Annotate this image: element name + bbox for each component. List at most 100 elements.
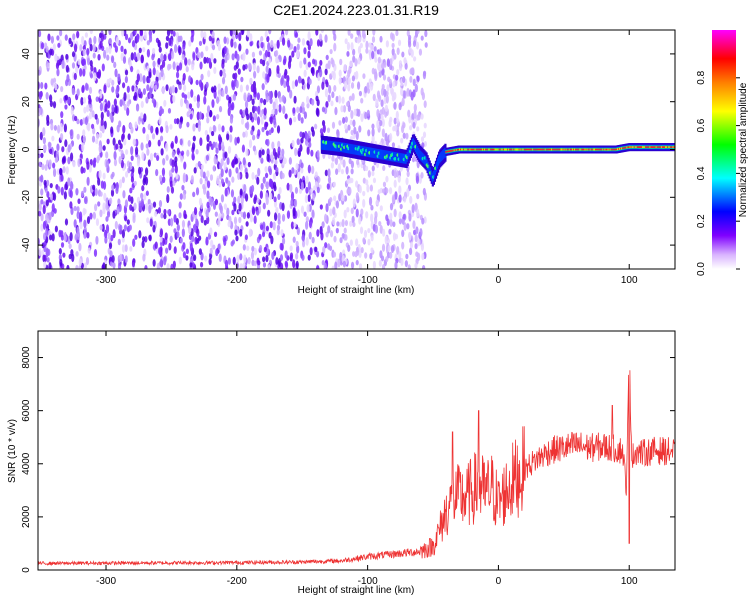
spectrogram-cell <box>57 185 61 194</box>
spectrogram-cell <box>211 30 215 39</box>
spectrogram-cell <box>111 104 115 113</box>
spectrogram-cell <box>421 252 425 261</box>
spectrogram-cell <box>286 182 290 191</box>
spectrogram-cell <box>388 78 392 85</box>
spectrogram-cell <box>79 44 83 52</box>
spectrogram-cell <box>340 168 345 175</box>
spectrogram-cell <box>350 42 354 51</box>
spectrogram-cell <box>279 36 283 43</box>
spectrogram-cell <box>206 117 210 124</box>
spectrogram-cell <box>171 159 175 168</box>
spectrogram-cell <box>297 75 302 84</box>
spectrogram-x-label: Height of straight line (km) <box>298 285 415 296</box>
spectrogram-cell <box>227 107 231 117</box>
spectrogram-cell <box>60 85 64 93</box>
spectrogram-cell <box>106 211 111 218</box>
spectrogram-cell <box>258 50 263 56</box>
spectrogram-cell <box>52 192 57 201</box>
spectrogram-cell <box>260 35 264 42</box>
spectrogram-cell <box>352 221 356 228</box>
snr-x-ticks: -300 -200 -100 0 100 <box>96 331 638 587</box>
spectrogram-cell <box>129 204 133 211</box>
spectrogram-cell <box>413 109 417 119</box>
spectrogram-cell <box>290 191 295 201</box>
spectrogram-cell <box>288 169 292 178</box>
spectrogram-cell <box>276 224 281 231</box>
spectrogram-cell <box>311 58 316 65</box>
spectrogram-cell <box>325 203 329 213</box>
spectrogram-cell <box>59 30 63 37</box>
spectrogram-cell <box>197 124 201 132</box>
spectrogram-cell <box>103 49 107 59</box>
spectrogram-cell <box>152 259 156 267</box>
spectrogram-cell <box>171 150 175 158</box>
spectrogram-cell <box>420 136 425 143</box>
spectrogram-cell <box>172 95 176 103</box>
spectrogram-cell <box>40 213 44 222</box>
spectrogram-cell <box>365 179 369 186</box>
spectrogram-cell <box>64 34 68 41</box>
spectrogram-cell <box>87 122 91 132</box>
spectrogram-cell <box>109 250 113 258</box>
spectrogram-cell <box>67 156 71 165</box>
spectrogram-cell <box>158 117 162 125</box>
spectrogram-cell <box>123 103 127 111</box>
spectrogram-cell <box>231 176 235 183</box>
spectrogram-cell <box>305 220 309 230</box>
spectrogram-cell <box>197 161 201 168</box>
spectrogram-cell <box>300 181 304 191</box>
spectrogram-cell <box>175 173 179 180</box>
spectrogram-cell <box>350 129 354 136</box>
spectrogram-cell <box>265 181 269 190</box>
spectrogram-cell <box>338 69 342 78</box>
spectrogram-cell <box>398 185 402 194</box>
spectrogram-cell <box>374 56 378 63</box>
spectrogram-cell <box>115 143 119 150</box>
spectrogram-cell <box>389 132 393 142</box>
spectrogram-cell <box>173 246 177 254</box>
spectrogram-cell <box>123 48 127 55</box>
spectrogram-cell <box>301 101 305 108</box>
spectrogram-cell <box>206 180 211 189</box>
spectrogram-cell <box>154 210 158 217</box>
spectrogram-cell <box>182 242 186 250</box>
spectrogram-cell <box>86 161 90 170</box>
spectrogram-cell <box>338 221 342 228</box>
spectrogram-cell <box>358 250 362 258</box>
spectrogram-cell <box>206 170 210 178</box>
spectrogram-cell <box>297 170 301 180</box>
spectrogram-cell <box>332 181 337 188</box>
spectrogram-cell <box>313 185 317 191</box>
spectrogram-cell <box>189 242 193 252</box>
spectrogram-cell <box>102 181 107 190</box>
spectrogram-cell <box>352 251 356 257</box>
spectrogram-cell <box>161 86 165 95</box>
spectrogram-cell <box>394 261 398 269</box>
spectrogram-cell <box>132 238 136 248</box>
spectrogram-cell <box>258 244 263 251</box>
spectrogram-cell <box>182 43 186 51</box>
spectrogram-cell <box>217 83 221 91</box>
spectrogram-cell <box>131 40 136 48</box>
spectrogram-cell <box>265 254 269 263</box>
spectrogram-cell <box>380 255 385 262</box>
spectrogram-cell <box>121 236 125 243</box>
spectrogram-cell <box>362 198 366 208</box>
spectrogram-cell <box>92 52 96 59</box>
spectrogram-cell <box>315 107 319 116</box>
spectrogram-cell <box>44 187 48 193</box>
spectrogram-cell <box>170 186 175 194</box>
spectrogram-cell <box>42 137 46 145</box>
spectrogram-cell <box>59 258 63 267</box>
spectrogram-cell <box>268 30 272 35</box>
spectrogram-y-ticks: -40 -20 0 20 40 <box>21 48 675 252</box>
spectrogram-cell <box>274 108 278 116</box>
spectrogram-cell <box>242 244 246 251</box>
spectrogram-cell <box>274 159 278 166</box>
spectrogram-cell <box>294 31 299 38</box>
spectrogram-cell <box>66 264 70 269</box>
spectrogram-cell <box>229 30 233 37</box>
spectrogram-cell <box>121 133 125 140</box>
spectrogram-cell <box>192 52 196 61</box>
spectrogram-cell <box>64 94 69 101</box>
